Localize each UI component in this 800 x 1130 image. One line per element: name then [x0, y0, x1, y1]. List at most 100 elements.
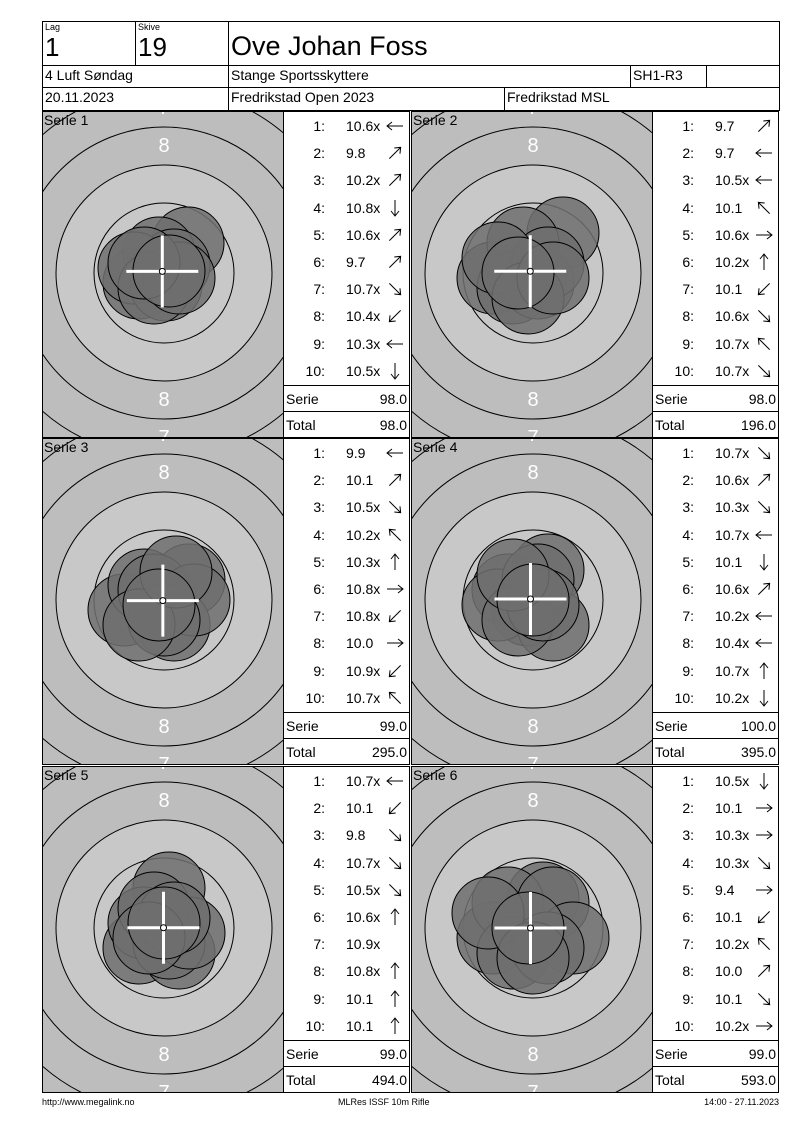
total-score: 196.0: [740, 417, 776, 433]
shot-number: 5:: [313, 881, 325, 898]
lag-label: Lag: [45, 22, 61, 32]
shot-score: 10.1: [715, 553, 743, 570]
serie-sum-row: Serie 99.0: [284, 1040, 409, 1066]
shot-list: 1: 9.7 2: 9.7 3: 10.5x 4: 10.1 5: 10.6x 6: 10.2x 7: 1…: [652, 111, 779, 438]
shot-row: 8: 10.6x: [653, 303, 778, 330]
venue: Fredrikstad MSL: [507, 89, 610, 105]
direction-arrow-icon: [757, 965, 771, 978]
direction-arrow-icon: [757, 937, 771, 951]
direction-arrow-icon: [386, 121, 403, 131]
shot-score: 10.9x: [346, 936, 381, 953]
series-title: Serie 4: [413, 439, 458, 455]
shot-number: 6:: [313, 254, 325, 270]
direction-arrow-icon: [759, 553, 769, 571]
shot-number: 6:: [682, 581, 694, 597]
club-name: Stange Sportsskyttere: [231, 67, 369, 83]
shot-number: 6:: [682, 909, 694, 925]
shot-score: 10.7x: [346, 689, 381, 706]
shot-number: 5:: [313, 553, 325, 570]
shot-number: 7:: [682, 936, 694, 953]
shot-row: 1: 9.9: [284, 440, 409, 467]
target-ring: [43, 453, 283, 747]
shot-score: 10.7x: [346, 281, 381, 298]
shot-row: 1: 10.6x: [284, 113, 409, 140]
shot-row: 4: 10.7x: [284, 850, 409, 877]
footer-software: MLRes ISSF 10m Rifle: [338, 1097, 430, 1107]
shot-score: 10.2x: [346, 526, 381, 543]
shot-score: 10.5x: [715, 773, 750, 789]
target-ring: [55, 164, 273, 382]
total-score: 395.0: [740, 744, 776, 760]
total-label: Total: [286, 1072, 316, 1088]
direction-arrow-icon: [390, 552, 400, 570]
shot-row: 7: 10.2x: [653, 931, 778, 958]
target-panel: Serie 56788767887: [42, 766, 284, 1093]
target-panel: Serie 66788767887: [411, 766, 653, 1093]
direction-arrow-icon: [388, 174, 402, 187]
shot-score: 10.6x: [715, 472, 750, 489]
shot-row: 8: 10.4x: [284, 303, 409, 330]
shot-number: 3:: [682, 827, 694, 844]
shot-score: 10.7x: [346, 854, 381, 871]
shot-number: 3:: [682, 172, 694, 189]
club-cell: Stange Sportsskyttere: [228, 65, 631, 88]
shot-row: 3: 10.5x: [653, 167, 778, 194]
shot-row: 9: 10.9x: [284, 658, 409, 685]
shot-row: 5: 10.5x: [284, 877, 409, 904]
shot-row: 9: 10.7x: [653, 331, 778, 358]
total-label: Total: [286, 744, 316, 760]
target-drawing: 6788767887: [43, 767, 283, 1092]
shot-number: 6:: [682, 254, 694, 270]
ring-number-label: 7: [527, 754, 538, 765]
ring-number-label: 8: [527, 389, 538, 411]
shot-number: 1:: [313, 118, 325, 134]
shot-row: 5: 10.6x: [284, 222, 409, 249]
target-ring: [43, 781, 283, 1075]
ring-number-label: 8: [158, 389, 169, 411]
ring-number-label: 7: [158, 767, 169, 774]
direction-arrow-icon: [757, 473, 771, 487]
shot-score: 10.1: [346, 1017, 374, 1034]
shot-number: 4:: [313, 854, 325, 871]
code: SH1-R3: [633, 67, 683, 83]
shot-number: 9:: [313, 335, 325, 352]
shot-row: 2: 9.7: [653, 140, 778, 167]
shot-row: 1: 10.7x: [284, 768, 409, 795]
header-table: Lag 1 Skive 19 Ove Johan Foss 4 Luft Søn…: [42, 21, 780, 111]
total-sum-row: Total 395.0: [653, 738, 778, 764]
ring-number-label: 7: [158, 427, 169, 438]
venue-cell: Fredrikstad MSL: [504, 87, 780, 111]
total-sum-row: Total 494.0: [284, 1066, 409, 1092]
series-title: Serie 3: [44, 439, 89, 455]
direction-arrow-icon: [757, 501, 771, 514]
total-score: 98.0: [379, 417, 407, 433]
direction-arrow-icon: [756, 803, 773, 813]
shot-number: 7:: [313, 281, 325, 298]
shot-number: 7:: [313, 936, 325, 953]
shot-number: 5:: [313, 226, 325, 243]
shot-number: 9:: [682, 335, 694, 352]
direction-arrow-icon: [388, 146, 402, 160]
target-drawing: 6788767887: [412, 767, 652, 1092]
direction-arrow-icon: [388, 802, 402, 815]
shot-number: 2:: [313, 145, 325, 162]
shot-hole: [481, 236, 555, 310]
shot-row: 3: 10.5x: [284, 494, 409, 521]
direction-arrow-icon: [757, 582, 771, 596]
lag-value: 1: [45, 32, 60, 62]
shot-number: 7:: [682, 281, 694, 298]
shot-row: 5: 10.3x: [284, 549, 409, 576]
shot-score: 10.2x: [346, 172, 381, 189]
shot-number: 6:: [313, 581, 325, 597]
shot-number: 7:: [682, 608, 694, 625]
shot-score: 10.5x: [346, 499, 381, 516]
shot-row: 4: 10.7x: [653, 522, 778, 549]
shot-score: 10.1: [715, 990, 743, 1007]
shot-score: 10.0: [715, 963, 743, 980]
target-ring: [424, 164, 642, 382]
target-drawing: 6788767887: [43, 112, 283, 438]
direction-arrow-icon: [756, 885, 773, 895]
ring-number-label: 7: [527, 112, 538, 119]
serie-label: Serie: [286, 1046, 319, 1062]
shot-score: 9.7: [346, 254, 366, 270]
